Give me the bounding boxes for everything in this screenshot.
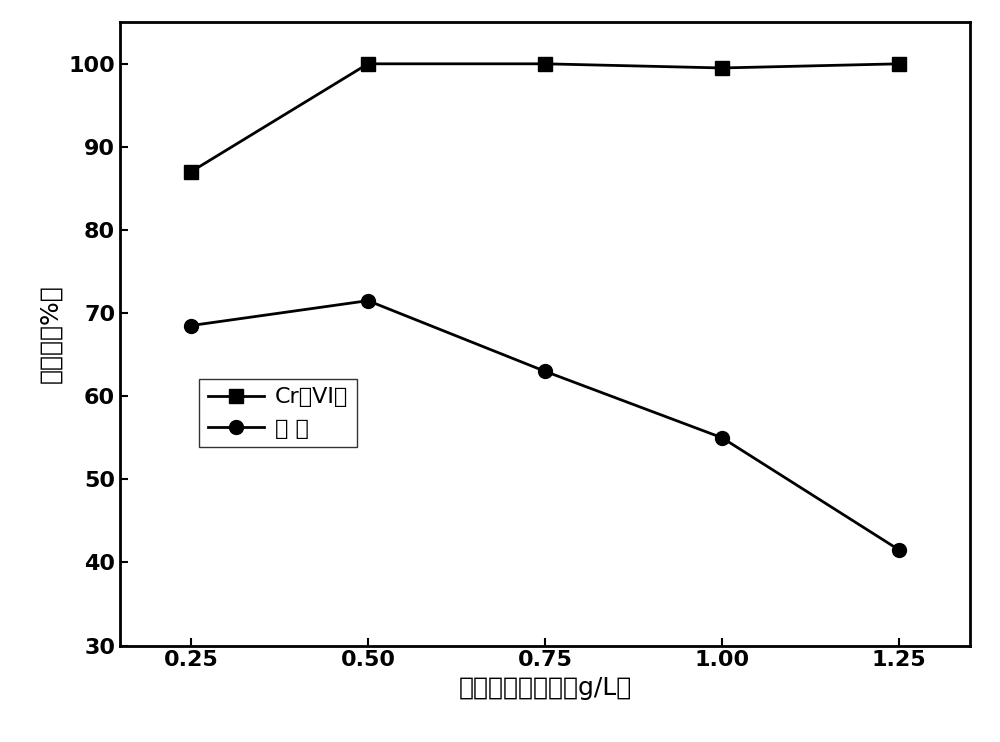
Legend: Cr（VI）, 苯 酚: Cr（VI）, 苯 酚 [199, 378, 357, 447]
Line: Cr（VI）: Cr（VI） [184, 57, 906, 179]
苯 酚 [362, 296, 374, 305]
Cr（VI） [539, 59, 551, 68]
Line: 苯 酚: 苯 酚 [184, 294, 906, 557]
X-axis label: 零价铁的投加量（g/L）: 零价铁的投加量（g/L） [458, 676, 632, 700]
苯 酚 [716, 433, 728, 442]
Cr（VI） [185, 168, 197, 177]
Cr（VI） [716, 64, 728, 73]
苯 酚 [539, 367, 551, 375]
苯 酚 [185, 321, 197, 330]
苯 酚 [893, 545, 905, 554]
Y-axis label: 去除率（%）: 去除率（%） [39, 284, 63, 384]
Cr（VI） [362, 59, 374, 68]
Cr（VI） [893, 59, 905, 68]
